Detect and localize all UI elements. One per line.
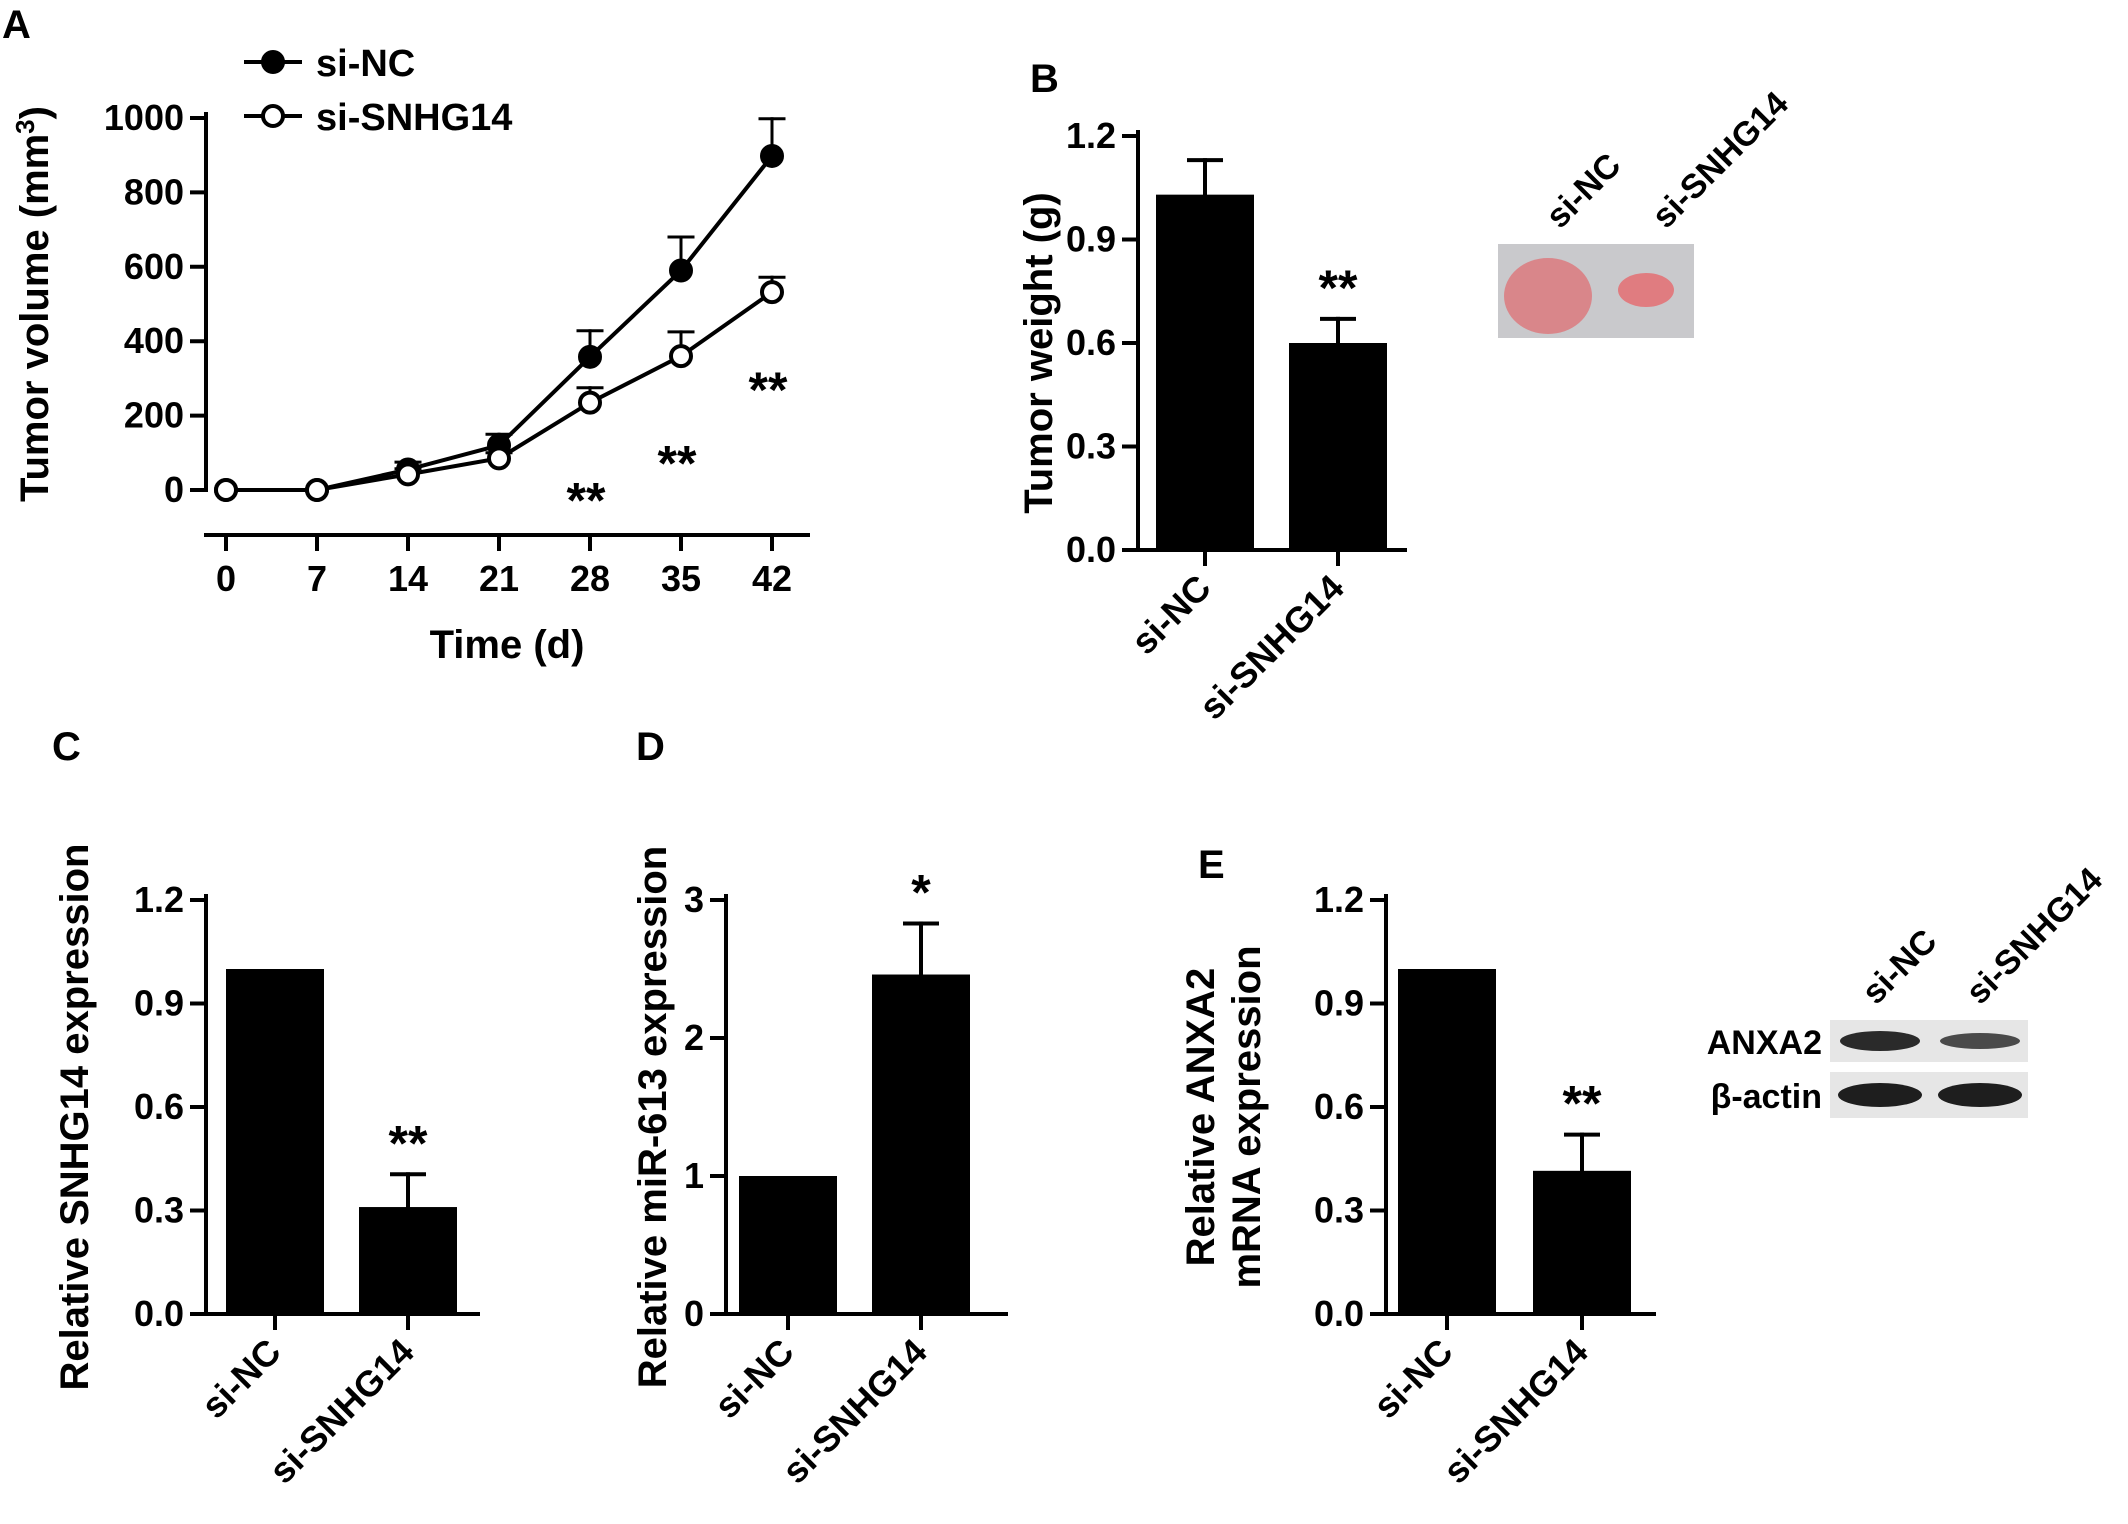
- panel-e-blot-row-label-beta-actin: β-actin: [1711, 1078, 1822, 1116]
- panel-c-y-tick-label: 0.0: [134, 1293, 184, 1334]
- panel-a-x-tick-label: 21: [479, 558, 519, 599]
- panel-d-label: D: [636, 725, 665, 769]
- panel-a-x-tick-label: 42: [752, 558, 792, 599]
- panel-a-y-tick-label: 400: [124, 320, 184, 361]
- panel-e-band-anxa2-si-nc: [1840, 1031, 1920, 1051]
- panel-a-point-si-snhg14: [396, 462, 420, 487]
- panel-d-x-tick-label: si-NC: [706, 1331, 801, 1426]
- panel-e-y-axis-title-line-2: mRNA expression: [1225, 945, 1269, 1288]
- panel-c-y-tick-label: 0.9: [134, 983, 184, 1024]
- panel-b-y-tick-label: 0.9: [1066, 219, 1116, 260]
- panel-c-y-tick-label: 0.6: [134, 1086, 184, 1127]
- panel-c-bar-si-nc: [226, 969, 324, 1314]
- panel-a-y-tick-label: 1000: [104, 97, 184, 138]
- panel-a-significance-marker: **: [749, 362, 788, 418]
- panel-a-legend-label-si-snhg14: si-SNHG14: [316, 97, 512, 139]
- panel-b-y-tick-label: 0.3: [1066, 426, 1116, 467]
- panel-d-y-tick-label: 3: [684, 879, 704, 920]
- panel-b-significance-marker: **: [1319, 260, 1358, 316]
- panel-c-x-tick-label: si-NC: [193, 1331, 288, 1426]
- panel-b-photo-label-si-nc: si-NC: [1539, 146, 1629, 236]
- panel-e-y-axis-title-line-1: Relative ANXA2: [1179, 968, 1223, 1267]
- panel-e-x-tick-label: si-NC: [1365, 1331, 1460, 1426]
- panel-e-blot-lane-label-si-snhg14: si-SNHG14: [1959, 860, 2110, 1011]
- panel-b-y-axis-title: Tumor weight (g): [1017, 192, 1061, 513]
- panel-a-x-tick-label: 7: [307, 558, 327, 599]
- panel-a-x-tick-label: 35: [661, 558, 701, 599]
- panel-d-bar-si-snhg14: [872, 974, 970, 1314]
- panel-b-y-tick-label: 0.6: [1066, 322, 1116, 363]
- panel-a-y-tick-label: 0: [164, 469, 184, 510]
- panel-a-significance-marker: **: [658, 435, 697, 491]
- panel-e-y-tick-label: 0.3: [1314, 1190, 1364, 1231]
- panel-d-bar-si-nc: [739, 1176, 837, 1314]
- panel-a-legend-label-si-nc: si-NC: [316, 43, 415, 85]
- panel-a-y-axis-title: Tumor volume (mm3): [10, 106, 57, 502]
- panel-a-point-si-snhg14: [487, 446, 511, 471]
- panel-e-blot-lane-label-si-nc: si-NC: [1855, 922, 1945, 1012]
- panel-e-blot-row-label-anxa2: ANXA2: [1707, 1024, 1822, 1062]
- panel-e-y-tick-label: 0.6: [1314, 1086, 1364, 1127]
- panel-c-y-tick-label: 1.2: [134, 879, 184, 920]
- panel-b-tumor-si-snhg14: [1618, 273, 1674, 307]
- panel-d-y-tick-label: 0: [684, 1293, 704, 1334]
- panel-a-y-axis-title-text-end: ): [13, 106, 57, 119]
- panel-e-bar-si-snhg14: [1533, 1170, 1631, 1314]
- panel-c-x-tick-label: si-SNHG14: [261, 1331, 422, 1492]
- panel-c-y-tick-label: 0.3: [134, 1190, 184, 1231]
- panel-a-point-si-snhg14: [669, 344, 693, 369]
- panel-b-x-tick-label: si-SNHG14: [1191, 567, 1352, 728]
- panel-e-label: E: [1198, 843, 1225, 887]
- panel-e-x-tick-label: si-SNHG14: [1435, 1331, 1596, 1492]
- panel-d-y-tick-label: 2: [684, 1017, 704, 1058]
- panel-a-point-si-snhg14: [214, 478, 238, 502]
- panel-a-y-tick-label: 600: [124, 246, 184, 287]
- panel-a-y-tick-label: 800: [124, 171, 184, 212]
- panel-a-point-si-nc: [669, 258, 693, 283]
- panel-d-significance-marker: *: [911, 864, 931, 920]
- panel-a-x-tick-label: 14: [388, 558, 428, 599]
- panel-e-band-anxa2-si-snhg14: [1940, 1033, 2020, 1049]
- panel-a-x-tick-label: 0: [216, 558, 236, 599]
- panel-a-y-axis-title-text: Tumor volume (mm: [13, 134, 57, 502]
- panel-b-y-tick-label: 1.2: [1066, 115, 1116, 156]
- panel-a-y-tick-label: 200: [124, 395, 184, 436]
- panel-a-point-si-snhg14: [760, 280, 784, 305]
- panel-a-point-si-snhg14: [578, 390, 602, 415]
- panel-d-y-axis-title: Relative miR-613 expression: [631, 846, 675, 1388]
- panel-e-y-tick-label: 0.9: [1314, 983, 1364, 1024]
- panel-a-label: A: [2, 3, 31, 47]
- panel-b-bar-si-snhg14: [1289, 343, 1387, 550]
- panel-a-point-si-snhg14: [305, 478, 329, 502]
- panel-e-band-actin-si-snhg14: [1938, 1083, 2022, 1107]
- panel-c-significance-marker: **: [389, 1115, 428, 1171]
- panel-a-point-si-nc: [578, 344, 602, 369]
- panel-a-y-axis-title-superscript: 3: [10, 119, 40, 133]
- panel-d-y-tick-label: 1: [684, 1155, 704, 1196]
- panel-b-tumor-si-nc: [1504, 258, 1592, 334]
- panel-c-bar-si-snhg14: [359, 1207, 457, 1314]
- panel-b-label: B: [1030, 57, 1059, 101]
- panel-a-point-si-nc: [760, 143, 784, 168]
- panel-a-significance-marker: **: [567, 472, 606, 528]
- panel-e-band-actin-si-nc: [1838, 1083, 1922, 1107]
- panel-e-significance-marker: **: [1563, 1076, 1602, 1132]
- panel-a-legend-marker-si-snhg14: [261, 104, 285, 128]
- panel-a-legend-marker-si-nc: [261, 50, 285, 74]
- panel-b-bar-si-nc: [1156, 194, 1254, 550]
- panel-a-x-tick-label: 28: [570, 558, 610, 599]
- panel-b-y-tick-label: 0.0: [1066, 529, 1116, 570]
- panel-e-y-tick-label: 1.2: [1314, 879, 1364, 920]
- panel-e-y-tick-label: 0.0: [1314, 1293, 1364, 1334]
- panel-c-y-axis-title: Relative SNHG14 expression: [53, 844, 97, 1391]
- panel-b-x-tick-label: si-NC: [1123, 567, 1218, 662]
- panel-c-label: C: [52, 725, 81, 769]
- panel-b-photo-label-si-snhg14: si-SNHG14: [1645, 84, 1796, 235]
- panel-a-x-axis-title: Time (d): [430, 623, 585, 667]
- panel-d-x-tick-label: si-SNHG14: [774, 1331, 935, 1492]
- panel-e-bar-si-nc: [1398, 969, 1496, 1314]
